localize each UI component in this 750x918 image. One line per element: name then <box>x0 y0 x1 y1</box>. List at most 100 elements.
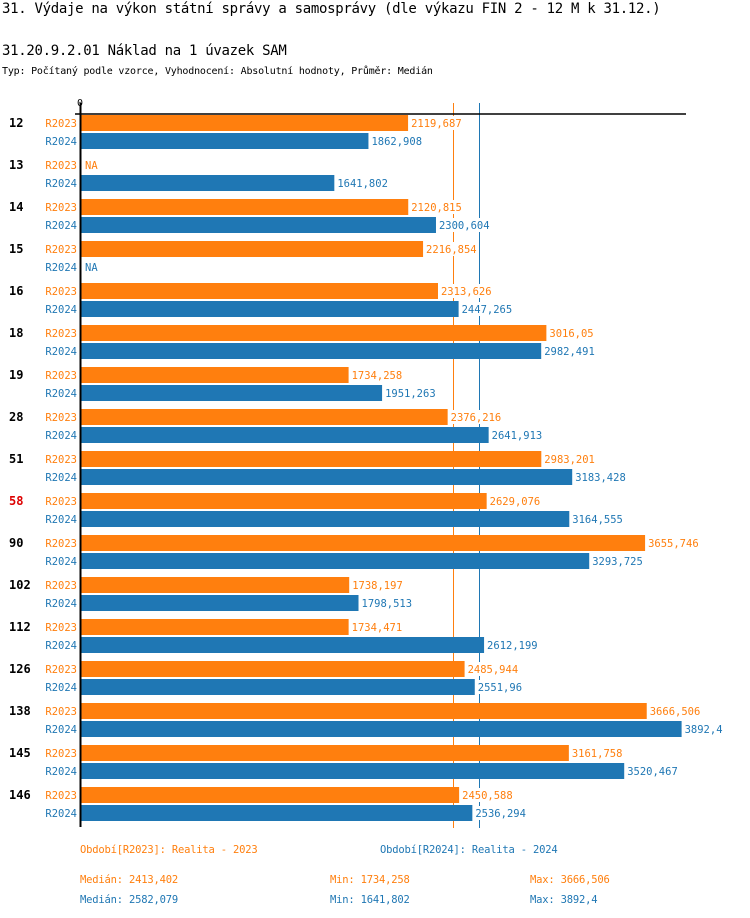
bar-r2023 <box>81 115 409 131</box>
series-label: R2024 <box>45 472 77 484</box>
data-label: 1951,263 <box>385 388 436 400</box>
category-label: 19 <box>9 368 23 382</box>
stat-max-r2023: Max: 3666,506 <box>530 874 610 886</box>
data-label-background <box>439 284 493 298</box>
category-label: 102 <box>9 578 31 592</box>
series-label: R2023 <box>45 412 77 424</box>
data-label: 2536,294 <box>475 808 526 820</box>
series-label: R2023 <box>45 454 77 466</box>
data-label: 1862,908 <box>371 136 422 148</box>
data-label: 3892,4 <box>685 724 723 736</box>
bar-r2024 <box>81 343 542 359</box>
category-label: 51 <box>9 452 23 466</box>
bar-r2023 <box>81 283 438 299</box>
page-title: 31. Výdaje na výkon státní správy a samo… <box>2 1 661 17</box>
data-label-background <box>350 620 404 634</box>
data-label: 1734,471 <box>352 622 403 634</box>
data-label-background <box>571 512 624 526</box>
data-label-background <box>410 200 463 214</box>
data-label: 2551,96 <box>478 682 522 694</box>
data-label-background <box>384 386 437 400</box>
series-label: R2023 <box>45 580 77 592</box>
data-label-background <box>370 134 424 148</box>
bar-r2024 <box>81 553 590 569</box>
data-label: NA <box>85 262 98 274</box>
data-label: 2983,201 <box>544 454 595 466</box>
data-label: 1734,258 <box>352 370 403 382</box>
bar-r2023 <box>81 745 569 761</box>
bar-r2024 <box>81 427 489 443</box>
series-label: R2024 <box>45 682 77 694</box>
bar-r2024 <box>81 679 475 695</box>
legend-r2023: Období[R2023]: Realita - 2023 <box>80 844 258 856</box>
series-label: R2023 <box>45 160 77 172</box>
data-label-background <box>336 176 389 190</box>
stat-min-r2023: Min: 1734,258 <box>330 874 410 886</box>
category-label: 12 <box>9 116 23 130</box>
series-label: R2024 <box>45 808 77 820</box>
data-label-background <box>570 746 624 760</box>
bar-r2024 <box>81 133 369 149</box>
data-label: 2447,265 <box>462 304 513 316</box>
series-label: R2023 <box>45 244 77 256</box>
data-label: 3520,467 <box>627 766 678 778</box>
category-label: 112 <box>9 620 31 634</box>
series-label: R2024 <box>45 598 77 610</box>
bar-r2024 <box>81 763 625 779</box>
series-label: R2024 <box>45 514 77 526</box>
data-label-background <box>574 470 627 484</box>
data-label: 3655,746 <box>648 538 699 550</box>
data-label-background <box>449 410 503 424</box>
series-label: R2024 <box>45 136 77 148</box>
data-label-background <box>647 536 700 550</box>
category-label: 126 <box>9 662 31 676</box>
series-label: R2023 <box>45 706 77 718</box>
data-label: 3016,05 <box>549 328 593 340</box>
data-label: 1641,802 <box>337 178 388 190</box>
category-label: 28 <box>9 410 23 424</box>
data-label: 2450,588 <box>462 790 513 802</box>
bar-r2024 <box>81 175 335 191</box>
category-label: 58 <box>9 494 23 508</box>
data-label: 1798,513 <box>362 598 413 610</box>
data-label-background <box>626 764 679 778</box>
stat-min-r2024: Min: 1641,802 <box>330 894 410 906</box>
data-label-background <box>648 704 702 718</box>
data-label-background <box>410 116 463 130</box>
series-label: R2024 <box>45 388 77 400</box>
bar-r2024 <box>81 301 459 317</box>
bar-r2023 <box>81 661 465 677</box>
data-label: 2376,216 <box>451 412 502 424</box>
series-label: R2023 <box>45 496 77 508</box>
series-label: R2024 <box>45 178 77 190</box>
bar-r2024 <box>81 511 570 527</box>
data-label: 2300,604 <box>439 220 490 232</box>
bar-r2024 <box>81 637 485 653</box>
series-label: R2024 <box>45 220 77 232</box>
data-label-background <box>84 260 100 274</box>
series-label: R2023 <box>45 118 77 130</box>
data-label: NA <box>85 160 98 172</box>
data-label: 3293,725 <box>592 556 643 568</box>
series-label: R2023 <box>45 664 77 676</box>
data-label-background <box>474 806 527 820</box>
series-label: R2023 <box>45 748 77 760</box>
data-label-background <box>360 596 414 610</box>
data-label-background <box>591 554 644 568</box>
category-label: 15 <box>9 242 23 256</box>
bar-r2023 <box>81 535 646 551</box>
data-label-background <box>683 722 724 736</box>
bar-r2023 <box>81 619 349 635</box>
series-label: R2024 <box>45 724 77 736</box>
legend-r2024: Období[R2024]: Realita - 2024 <box>380 844 558 856</box>
category-label: 14 <box>9 200 23 214</box>
data-label-background <box>461 788 514 802</box>
data-label: 1738,197 <box>352 580 403 592</box>
bar-r2023 <box>81 577 350 593</box>
bar-r2024 <box>81 469 573 485</box>
stat-median-r2023: Medián: 2413,402 <box>80 874 178 886</box>
data-label-background <box>437 218 491 232</box>
data-label-background <box>490 428 544 442</box>
data-label-background <box>425 242 478 256</box>
data-label-background <box>466 662 520 676</box>
